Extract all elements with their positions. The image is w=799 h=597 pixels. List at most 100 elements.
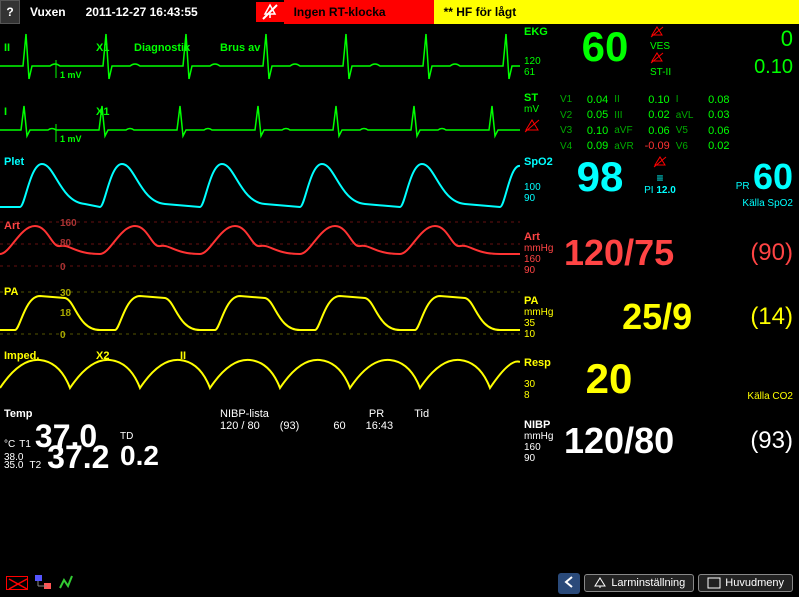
spo2-pr-label: PR (736, 181, 750, 192)
plet-label: Plet (4, 156, 24, 168)
spo2-bar-icon: ≡ (640, 171, 680, 185)
ekg-lo-lim: 61 (524, 67, 560, 78)
spo2-value: 98 (560, 156, 640, 220)
nibp-list-block[interactable]: NIBP-lista PR Tid 120 / 80 (93) 60 16:43 (220, 408, 520, 474)
status-icon (58, 574, 74, 593)
plet-wave (0, 152, 520, 216)
spo2-hi-lim: 100 (524, 182, 560, 193)
alarm-settings-label: Larminställning (611, 577, 685, 589)
st-label: ST (524, 92, 538, 104)
art-block[interactable]: Art mmHg 160 90 120/75 (90) (524, 222, 793, 284)
bottombar: Larminställning Huvudmeny (0, 569, 799, 597)
nibp-value: 120/80 (564, 420, 750, 462)
nibp-lo-lim: 90 (524, 453, 564, 464)
help-icon[interactable]: ? (0, 0, 20, 24)
ecg-ii-label: II (4, 42, 10, 54)
art-hi-lim: 160 (524, 254, 564, 265)
nibp-hi-lim: 160 (524, 442, 564, 453)
ecg-ii-filter: Diagnostik (134, 42, 190, 54)
datetime: 2011-12-27 16:43:55 (76, 0, 256, 24)
st-alarm-icon (524, 119, 560, 136)
pa-wave (0, 282, 520, 348)
pa-mean: (14) (750, 303, 793, 331)
nibp-list-label: NIBP-lista (220, 408, 269, 420)
main-menu-label: Huvudmeny (725, 577, 784, 589)
waveform-panel: II X1 Diagnostik Brus av 1 mV I X1 1 mV … (0, 24, 520, 557)
imped-label: Imped. (4, 350, 39, 362)
pa-block[interactable]: PA mmHg 35 10 25/9 (14) (524, 286, 793, 348)
ecg-ii-scale: 1 mV (60, 70, 82, 80)
art-label: Art (4, 220, 20, 232)
imped-gain: X2 (96, 350, 109, 362)
ves-label: VES (650, 41, 743, 52)
pa-label: PA (4, 286, 18, 298)
nibp-list-pr: 60 (333, 420, 345, 432)
stii-value: 0.10 (743, 56, 793, 79)
battery-icon (6, 576, 28, 590)
nibp-list-pr-label: PR (369, 408, 384, 420)
alert-red[interactable]: Ingen RT-klocka (284, 0, 434, 24)
st-unit: mV (524, 104, 560, 115)
st-table: V10.04II0.10I0.08V20.05III0.02aVL0.03V30… (560, 92, 735, 154)
spo2-source: Källa SpO2 (680, 198, 793, 209)
ecg-i-scale: 1 mV (60, 134, 82, 144)
art-mean: (90) (750, 239, 793, 267)
st-alarm-off-icon (650, 52, 743, 67)
spo2-block[interactable]: SpO2 100 90 98 ≡ PI 12.0 PR 60 Källa SpO… (524, 156, 793, 220)
temp-block[interactable]: Temp °C T1 37.0 38.0 35.0 T2 37.2 (0, 408, 120, 474)
wave-pa[interactable]: PA 30 18 0 (0, 282, 520, 348)
pa-value: 25/9 (564, 296, 750, 338)
ekg-block[interactable]: EKG 120 61 60 VES ST-II 0 0.10 (524, 26, 793, 90)
alert-yellow[interactable]: ** HF för lågt (434, 0, 799, 24)
ekg-value: 60 (560, 26, 650, 90)
ecg-i-gain: X1 (96, 106, 109, 118)
pa-lo: 0 (60, 330, 66, 341)
pa-unit: mmHg (524, 307, 564, 318)
imped-lead: II (180, 350, 186, 362)
spo2-label: SpO2 (524, 156, 553, 168)
wave-ecg-ii[interactable]: II X1 Diagnostik Brus av 1 mV (0, 24, 520, 88)
spo2-lo-lim: 90 (524, 193, 560, 204)
alarm-settings-button[interactable]: Larminställning (584, 574, 694, 592)
st-block[interactable]: ST mV V10.04II0.10I0.08V20.05III0.02aVL0… (524, 92, 793, 154)
resp-source: Källa CO2 (654, 391, 793, 408)
nav-left-icon[interactable] (558, 573, 580, 594)
nibp-label: NIBP (524, 419, 550, 431)
network-icon (34, 574, 52, 593)
pa-hi: 30 (60, 288, 71, 299)
numeric-panel: EKG 120 61 60 VES ST-II 0 0.10 ST mV (520, 24, 799, 557)
ekg-hi-lim: 120 (524, 56, 560, 67)
pa-num-label: PA (524, 295, 538, 307)
imped-wave (0, 348, 520, 404)
nibp-list-val: 120 / 80 (220, 420, 260, 432)
art-mid: 80 (60, 238, 71, 249)
nibp-list-mean: (93) (280, 420, 300, 432)
nibp-list-tid: 16:43 (366, 420, 394, 432)
stii-label: ST-II (650, 67, 743, 78)
art-num-label: Art (524, 231, 540, 243)
pa-mid: 18 (60, 308, 71, 319)
spo2-pr-value: 60 (753, 156, 793, 197)
nibp-block[interactable]: NIBP mmHg 160 90 120/80 (93) (524, 410, 793, 472)
temp-label: Temp (4, 408, 33, 420)
wave-plet[interactable]: Plet (0, 152, 520, 216)
resp-block[interactable]: Resp 30 8 20 Källa CO2 (524, 350, 793, 408)
resp-hi-lim: 30 (524, 379, 564, 390)
nibp-unit: mmHg (524, 431, 564, 442)
art-unit: mmHg (524, 243, 564, 254)
ecg-ii-gain: X1 (96, 42, 109, 54)
wave-art[interactable]: Art 160 80 0 (0, 216, 520, 282)
spo2-pr-alarm-icon (640, 156, 680, 171)
patient-mode[interactable]: Vuxen (20, 0, 76, 24)
nibp-list-tid-label: Tid (414, 408, 429, 420)
main-menu-button[interactable]: Huvudmeny (698, 574, 793, 592)
art-lo: 0 (60, 262, 66, 273)
pa-hi-lim: 35 (524, 318, 564, 329)
ecg-i-label: I (4, 106, 7, 118)
resp-label: Resp (524, 357, 551, 369)
wave-ecg-i[interactable]: I X1 1 mV (0, 88, 520, 152)
wave-imped[interactable]: Imped. X2 II (0, 348, 520, 404)
nibp-mean: (93) (750, 427, 793, 455)
ekg-label: EKG (524, 26, 548, 38)
art-hi: 160 (60, 218, 77, 229)
